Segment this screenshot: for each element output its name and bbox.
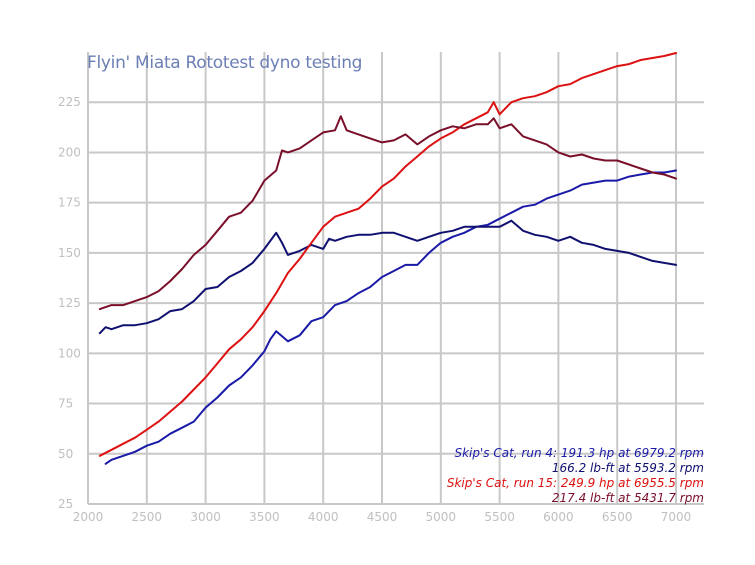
- y-tick-label: 225: [58, 95, 81, 109]
- chart-title: Flyin' Miata Rototest dyno testing: [87, 53, 362, 73]
- series-line-1: [104, 169, 677, 465]
- legend-run4-torque: 166.2 lb-ft at 5593.2 rpm: [552, 461, 704, 475]
- x-axis-ticks: 2000 2500 3000 3500 4000 4500 5000 5500 6000 6500…: [73, 510, 692, 524]
- x-tick-label: 6000: [543, 510, 574, 524]
- x-tick-label: 7000: [661, 510, 692, 524]
- x-tick-label: 4500: [367, 510, 398, 524]
- x-tick-label: 2500: [132, 510, 163, 524]
- legend-run15-hp: Skip's Cat, run 15: 249.9 hp at 6955.5 r…: [447, 476, 704, 490]
- grid-lines: [87, 52, 704, 505]
- y-tick-label: 75: [58, 397, 73, 411]
- series-line-2: [98, 219, 677, 335]
- y-tick-label: 125: [58, 296, 81, 310]
- y-tick-label: 200: [58, 145, 81, 159]
- y-tick-label: 175: [58, 196, 81, 210]
- y-tick-label: 50: [58, 447, 73, 461]
- x-tick-label: 2000: [73, 510, 104, 524]
- x-tick-label: 6500: [602, 510, 633, 524]
- legend-run15-torque: 217.4 lb-ft at 5431.7 rpm: [552, 491, 704, 505]
- y-axis-ticks: 25 50 75 100 125 150 175 200 225: [58, 95, 81, 511]
- legend-run4-hp: Skip's Cat, run 4: 191.3 hp at 6979.2 rp…: [454, 446, 704, 460]
- series-line-3: [98, 52, 677, 457]
- y-tick-label: 25: [58, 497, 73, 511]
- x-tick-label: 3000: [190, 510, 221, 524]
- x-tick-label: 3500: [249, 510, 280, 524]
- y-tick-label: 100: [58, 346, 81, 360]
- x-tick-label: 4000: [308, 510, 339, 524]
- legend: Skip's Cat, run 4: 191.3 hp at 6979.2 rp…: [447, 446, 704, 505]
- series-lines: [98, 52, 677, 465]
- y-tick-label: 150: [58, 246, 81, 260]
- x-tick-label: 5000: [426, 510, 457, 524]
- x-tick-label: 5500: [484, 510, 515, 524]
- series-line-4: [98, 115, 677, 311]
